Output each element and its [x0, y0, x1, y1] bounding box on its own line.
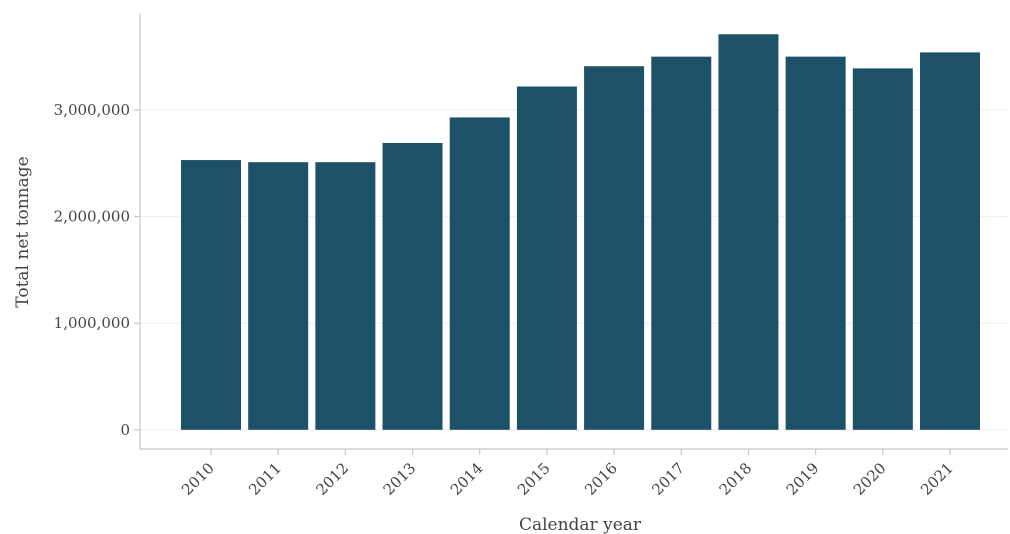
- x-tick-label: 2014: [447, 459, 487, 499]
- bars: [181, 34, 980, 430]
- bar-2016: [584, 66, 645, 430]
- bar-2010: [181, 160, 241, 430]
- x-tick-label: 2012: [312, 459, 352, 499]
- bar-2019: [785, 56, 846, 430]
- y-axis-title: Total net tonnage: [13, 156, 33, 307]
- x-tick-label: 2016: [581, 459, 621, 499]
- bar-2020: [852, 68, 913, 430]
- bar-2018: [718, 34, 779, 430]
- bar-2021: [920, 52, 980, 430]
- y-tick-label: 2,000,000: [54, 208, 130, 226]
- bar-2013: [382, 143, 443, 430]
- axes: [139, 14, 1008, 450]
- x-tick-label: 2018: [716, 459, 756, 499]
- x-tick-label: 2011: [245, 459, 285, 499]
- bar-2015: [516, 86, 577, 430]
- bar-2012: [315, 162, 376, 430]
- y-tick-label: 3,000,000: [54, 101, 130, 119]
- x-tick-label: 2020: [850, 459, 890, 499]
- x-tick-label: 2019: [783, 459, 823, 499]
- bar-2011: [248, 162, 309, 430]
- y-tick-label: 1,000,000: [54, 314, 130, 332]
- bar-2017: [651, 56, 712, 430]
- x-axis-title: Calendar year: [519, 515, 642, 534]
- x-tick-label: 2015: [514, 459, 554, 499]
- bar-2014: [449, 117, 510, 430]
- x-tick-label: 2010: [178, 459, 218, 499]
- x-tick-label: 2017: [648, 459, 688, 499]
- x-tick-label: 2013: [380, 459, 420, 499]
- y-tick-label: 0: [120, 421, 130, 439]
- x-tick-labels: 2010 2011 2012 2013 2014 2015 2016 2017 2018 2019…: [178, 449, 957, 499]
- y-tick-labels: 0 1,000,000 2,000,000 3,000,000: [54, 101, 140, 439]
- x-tick-label: 2021: [917, 459, 957, 499]
